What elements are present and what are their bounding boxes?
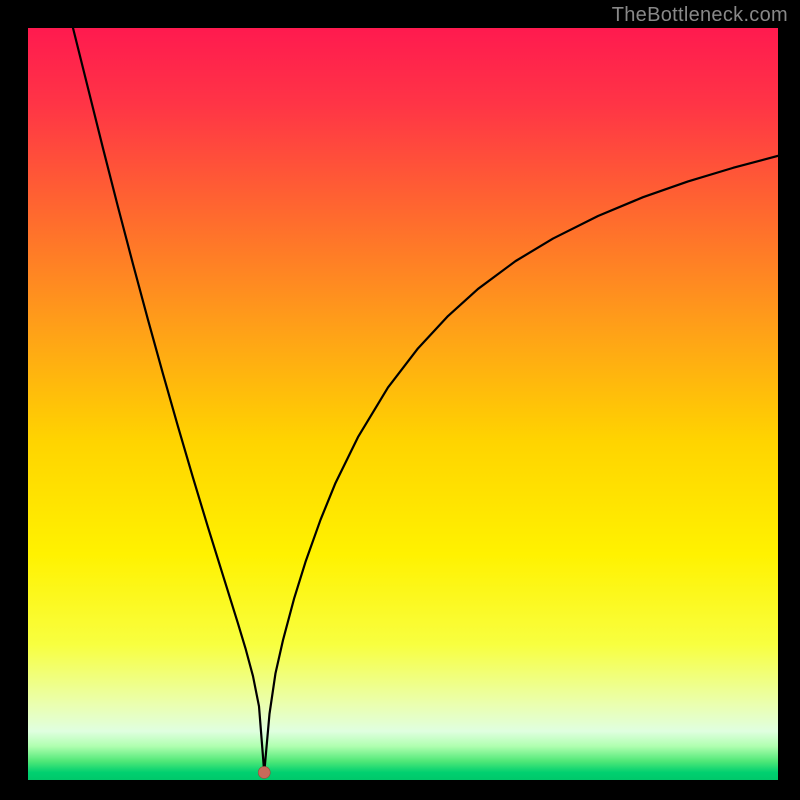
gradient-background <box>28 28 778 780</box>
chart-plot-area <box>28 28 778 780</box>
watermark-text: TheBottleneck.com <box>612 4 788 27</box>
bottleneck-curve-chart <box>28 28 778 780</box>
optimal-point-marker <box>258 766 270 778</box>
